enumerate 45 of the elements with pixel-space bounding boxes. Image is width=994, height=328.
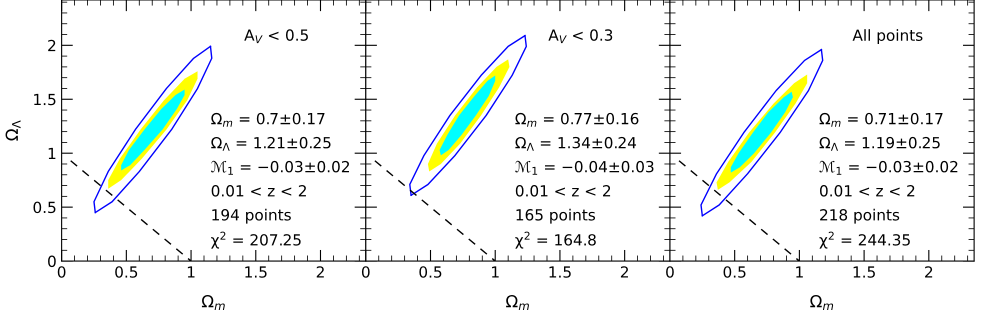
annotation: ℳ$_{1}$ = −0.03±0.02 bbox=[211, 160, 349, 175]
annotation: ℳ$_{1}$ = −0.03±0.02 bbox=[819, 160, 958, 175]
annotation: Ω$_{m}$ = 0.7±0.17 bbox=[211, 112, 324, 127]
annotation: χ$^{2}$ = 244.35 bbox=[819, 232, 910, 249]
x-tick-label: 0 bbox=[666, 266, 674, 278]
annotation: Ω$_{Λ}$ = 1.19±0.25 bbox=[820, 136, 940, 151]
x-tick-label: 2 bbox=[925, 266, 932, 278]
annotation: 165 points bbox=[516, 208, 596, 224]
x-tick-label: 0 bbox=[58, 266, 66, 278]
annotation: Ω$_{Λ}$ = 1.21±0.25 bbox=[211, 136, 331, 151]
x-tick-label: 1.5 bbox=[549, 266, 571, 278]
annotation: Ω$_{m}$ = 0.77±0.16 bbox=[515, 112, 638, 127]
x-tick-label: 1 bbox=[796, 266, 803, 278]
x-tick-label: 0 bbox=[362, 266, 370, 278]
x-axis-title: Ω$_{m}$ bbox=[506, 294, 529, 310]
x-tick-label: 1 bbox=[188, 266, 195, 278]
annotation: Ω$_{Λ}$ = 1.34±0.24 bbox=[515, 136, 636, 151]
annotation: A$_{V}$ < 0.5 bbox=[244, 29, 308, 44]
annotation: ℳ$_{1}$ = −0.04±0.03 bbox=[515, 160, 654, 175]
x-tick-label: 2 bbox=[620, 266, 628, 278]
x-tick-label: 0.5 bbox=[115, 266, 138, 278]
x-tick-label: 2 bbox=[316, 266, 324, 278]
annotation: 0.01 < z < 2 bbox=[516, 185, 610, 197]
x-tick-label: 1.5 bbox=[854, 266, 875, 278]
x-tick-label: 0.5 bbox=[724, 266, 746, 278]
x-axis-title: Ω$_{m}$ bbox=[810, 294, 834, 310]
y-tick-label: 1 bbox=[48, 148, 56, 160]
annotation: A$_{V}$ < 0.3 bbox=[548, 29, 612, 44]
x-tick-label: 1.5 bbox=[245, 266, 267, 278]
annotation: All points bbox=[852, 29, 922, 44]
x-axis-title: Ω$_{m}$ bbox=[202, 294, 225, 310]
annotation: χ$^{2}$ = 164.8 bbox=[515, 232, 596, 249]
annotation: χ$^{2}$ = 207.25 bbox=[211, 232, 301, 249]
x-tick-label: 1 bbox=[492, 266, 499, 278]
annotation: 194 points bbox=[212, 208, 291, 224]
annotation: 0.01 < z < 2 bbox=[820, 185, 914, 197]
y-tick-label: 0.5 bbox=[33, 202, 56, 214]
y-tick-label: 1.5 bbox=[34, 94, 56, 106]
annotation: Ω$_{m}$ = 0.71±0.17 bbox=[820, 112, 943, 127]
y-axis-title: Ω$_{Λ}$ bbox=[6, 120, 21, 141]
annotation: 0.01 < z < 2 bbox=[212, 185, 306, 197]
y-tick-label: 2 bbox=[48, 40, 56, 52]
x-tick-label: 0.5 bbox=[419, 266, 442, 278]
y-tick-label: 0 bbox=[48, 256, 56, 268]
annotation: 218 points bbox=[820, 208, 900, 224]
